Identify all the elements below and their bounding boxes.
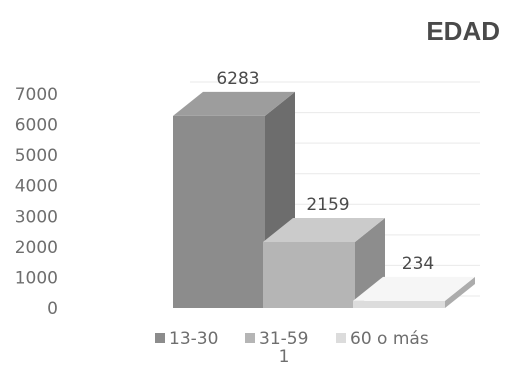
- bar-13-30: [173, 115, 265, 309]
- bar-top-60 o más: [353, 276, 475, 301]
- x-category-label: 1: [279, 347, 290, 367]
- legend-label: 60 o más: [350, 329, 429, 349]
- legend-swatch: [245, 333, 255, 343]
- y-axis: 0 1000 2000 3000 4000 5000 6000 7000: [15, 85, 58, 319]
- y-tick-label: 2000: [15, 238, 58, 258]
- bar-top-31-59: [263, 217, 385, 242]
- data-label: 6283: [216, 69, 259, 89]
- bars: [173, 91, 475, 309]
- bar-31-59: [263, 241, 355, 308]
- y-tick-label: 1000: [15, 268, 58, 288]
- legend-label: 31-59: [259, 329, 308, 349]
- data-label: 234: [402, 254, 434, 274]
- legend-swatch: [155, 333, 165, 343]
- legend-label: 13-30: [169, 329, 218, 349]
- y-tick-label: 0: [47, 299, 58, 319]
- y-tick-label: 5000: [15, 146, 58, 166]
- y-tick-label: 4000: [15, 177, 58, 197]
- chart-title: EDAD: [426, 16, 500, 46]
- y-tick-label: 7000: [15, 85, 58, 105]
- bar-60 o más: [353, 300, 445, 308]
- y-tick-label: 6000: [15, 116, 58, 136]
- data-label: 2159: [306, 195, 349, 215]
- bar-top-13-30: [173, 91, 295, 116]
- bar-side-60 o más: [445, 276, 475, 308]
- legend-swatch: [336, 333, 346, 343]
- y-tick-label: 3000: [15, 207, 58, 227]
- data-labels: 6283 2159 234: [216, 69, 434, 274]
- legend: 13-30 31-59 60 o más: [155, 329, 429, 349]
